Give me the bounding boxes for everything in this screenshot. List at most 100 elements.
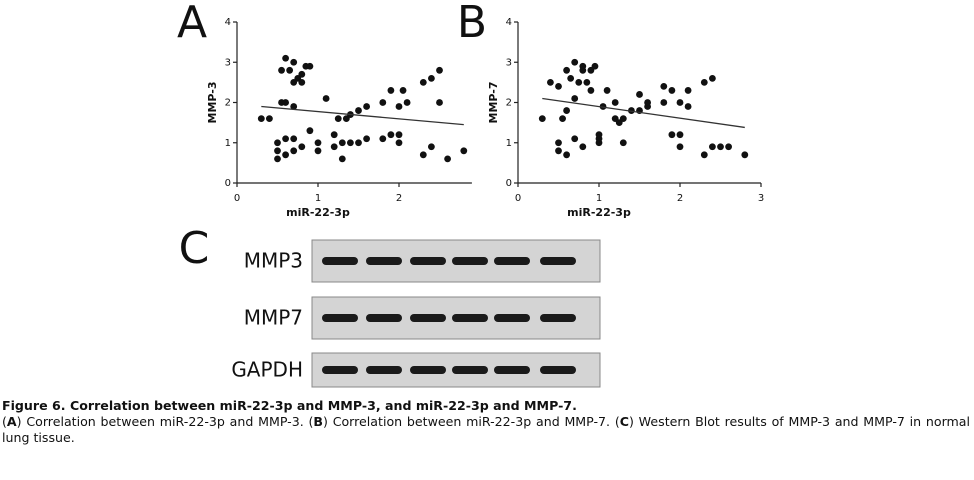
point: [436, 99, 443, 106]
point: [395, 139, 403, 147]
point: [306, 62, 314, 70]
x-axis-label: miR-22-3p: [286, 206, 350, 219]
y-tick-label: 2: [506, 98, 512, 109]
point: [628, 107, 635, 114]
point: [709, 143, 716, 151]
point: [314, 139, 322, 147]
point: [676, 99, 684, 106]
caption: Figure 6. Correlation between miR-22-3p …: [2, 398, 970, 446]
point: [298, 143, 306, 151]
point: [563, 66, 570, 74]
blot-band: [540, 314, 576, 322]
blot-band: [494, 366, 530, 374]
blot-band: [366, 314, 402, 322]
point: [636, 91, 643, 98]
y-tick-label: 3: [506, 57, 512, 68]
blot-band: [322, 314, 358, 322]
caption-text: ) Correlation between miR-22-3p and MMP-…: [16, 414, 309, 429]
point: [460, 147, 468, 155]
y-axis-label: MMP-7: [487, 82, 500, 124]
point: [286, 66, 294, 74]
blot-band: [452, 314, 488, 322]
x-tick-label: 0: [515, 193, 521, 204]
point: [330, 131, 338, 139]
point: [567, 74, 575, 82]
point: [725, 143, 732, 151]
point: [322, 95, 330, 102]
panel-label: B: [457, 0, 487, 48]
point: [334, 115, 342, 122]
blot-band: [366, 257, 402, 265]
point: [571, 58, 579, 66]
point: [282, 135, 289, 143]
x-tick-label: 0: [234, 193, 240, 204]
caption-text: (: [308, 414, 314, 429]
point: [290, 135, 298, 143]
point: [290, 58, 298, 66]
point: [611, 99, 619, 106]
point: [676, 131, 684, 139]
caption-item: (A) Correlation between miR-22-3p and MM…: [2, 414, 308, 429]
point: [583, 78, 591, 86]
point: [591, 62, 599, 70]
y-tick-label: 4: [225, 17, 231, 28]
fit-line: [261, 105, 464, 126]
caption-label: A: [6, 414, 17, 429]
y-tick-label: 1: [225, 138, 231, 149]
point: [282, 151, 289, 159]
caption-label: C: [619, 414, 629, 429]
x-tick-label: 1: [315, 193, 321, 204]
point: [428, 74, 435, 82]
point: [338, 155, 346, 163]
point: [579, 66, 587, 74]
y-axis-label: MMP-3: [206, 82, 219, 124]
point: [684, 103, 692, 110]
point: [355, 107, 362, 114]
blot-band: [494, 314, 530, 322]
point: [266, 115, 273, 122]
point: [314, 147, 322, 155]
point: [419, 78, 427, 86]
point: [563, 107, 570, 114]
blot-band: [410, 257, 446, 265]
point: [298, 78, 306, 86]
blot-band: [322, 366, 358, 374]
point: [660, 83, 668, 90]
blot-band: [410, 314, 446, 322]
y-tick-label: 4: [506, 17, 512, 28]
blot-label: GAPDH: [231, 358, 303, 382]
point: [587, 87, 595, 94]
point: [555, 83, 562, 90]
point: [619, 115, 627, 122]
point: [595, 131, 603, 139]
point: [403, 99, 411, 106]
point: [355, 139, 362, 147]
blot-band: [322, 257, 358, 265]
panel-label: A: [177, 0, 207, 48]
y-tick-label: 1: [506, 138, 512, 149]
point: [330, 143, 338, 151]
point: [290, 147, 298, 155]
blot-band: [452, 257, 488, 265]
point: [595, 139, 603, 147]
caption-item: (B) Correlation between miR-22-3p and MM…: [308, 414, 614, 429]
point: [717, 143, 724, 151]
caption-label: B: [313, 414, 324, 429]
x-axis-label: miR-22-3p: [567, 206, 631, 219]
point: [684, 87, 692, 94]
point: [660, 99, 668, 106]
point: [395, 103, 403, 110]
point: [298, 70, 306, 78]
y-tick-label: 0: [225, 178, 231, 189]
point: [559, 115, 566, 122]
point: [428, 143, 435, 151]
blot-band: [366, 366, 402, 374]
point: [676, 143, 684, 151]
figure: A 0 1 2 3 4 0 1 2 miR-22-3p MMP-3 B 0 1 2 3 4 0 1 2 3 miR-22-…: [177, 0, 764, 388]
blot-band: [452, 366, 488, 374]
blot-band: [540, 257, 576, 265]
point: [278, 66, 285, 74]
point: [306, 127, 314, 135]
y-tick-label: 0: [506, 178, 512, 189]
